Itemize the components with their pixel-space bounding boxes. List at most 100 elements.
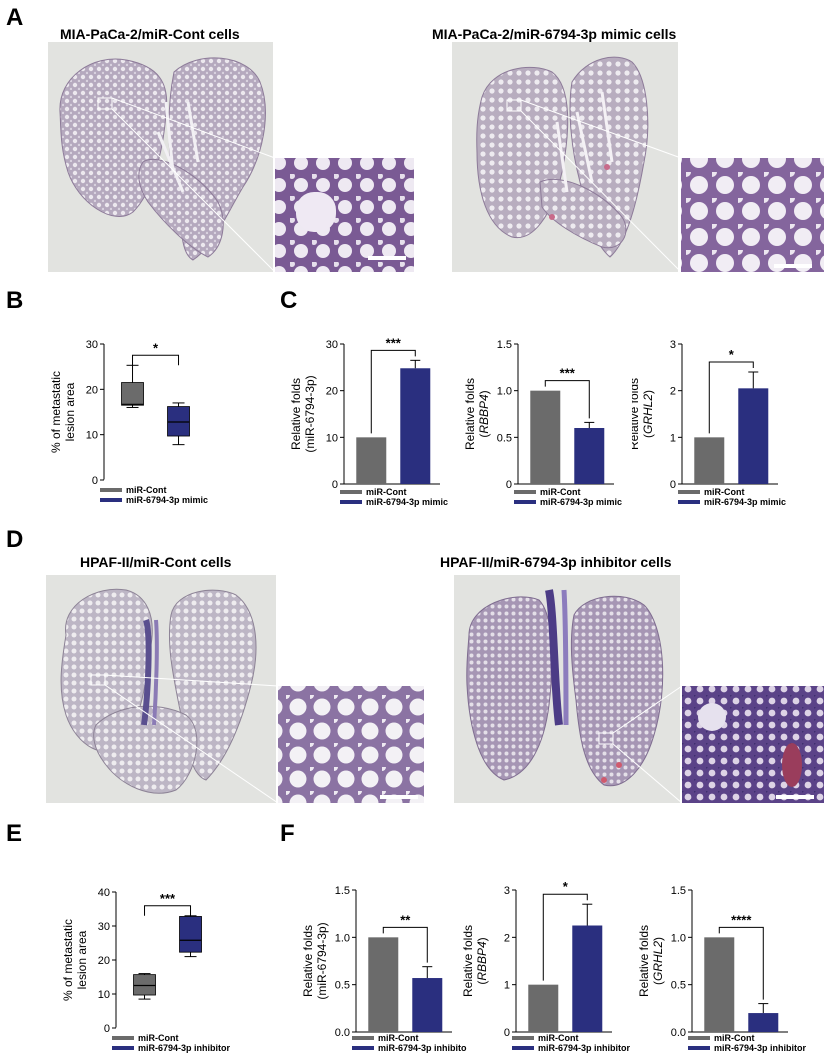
legend-label: miR-Cont: [538, 1033, 579, 1043]
panel-label-b: B: [6, 287, 24, 314]
y-tick-label: 2: [504, 932, 510, 944]
panel-d-right-title: HPAF-II/miR-6794-3p inhibitor cells: [440, 554, 672, 570]
y-tick-label: 20: [98, 955, 110, 967]
y-axis-label: Relative folds: [463, 378, 477, 450]
y-axis-label: Relative folds: [289, 378, 303, 450]
legend-label: miR-6794-3p inhibitor: [378, 1043, 467, 1053]
bar-control: [530, 390, 561, 484]
legend-label: miR-Cont: [378, 1033, 419, 1043]
legend-swatch: [688, 1046, 710, 1050]
panel-label-c: C: [280, 287, 298, 314]
y-tick-label: 0.5: [335, 980, 350, 992]
panel-d-left-title: HPAF-II/miR-Cont cells: [80, 554, 232, 570]
significance-bracket: [144, 905, 192, 916]
legend-swatch: [678, 490, 700, 494]
legend-label: miR-Cont: [126, 485, 167, 495]
y-axis-label: (GRHL2): [651, 937, 665, 985]
legend-swatch: [512, 1036, 534, 1040]
legend-label: miR-6794-3p inhibitor: [538, 1043, 631, 1053]
panel-label-e: E: [6, 820, 23, 847]
legend-swatch: [112, 1036, 134, 1040]
y-tick-label: 3: [670, 339, 676, 351]
significance-bracket: [542, 893, 588, 981]
significance-marker: *: [563, 879, 569, 894]
chart-c2: Relative folds (RBBP4) 0 0.5 1.0 1.5 *** miR-Co…: [463, 339, 622, 507]
chart-e: % of metastatic lesion area 0 10 20 30 40 *** mi…: [61, 887, 231, 1053]
significance-marker: ***: [386, 335, 402, 350]
chart-b: % of metastatic lesion area 0 10 20 30 * miR-Co…: [49, 339, 208, 505]
legend-swatch: [112, 1046, 134, 1050]
bar-control: [694, 437, 725, 484]
legend-label: miR-6794-3p mimic: [126, 495, 208, 505]
box-control: [121, 382, 144, 406]
y-axis-label: (miR-6794-3p): [315, 922, 329, 999]
legend-swatch: [100, 498, 122, 502]
y-tick-label: 2: [670, 386, 676, 398]
y-tick-label: 1.5: [671, 885, 686, 897]
bar-treatment: [748, 1013, 779, 1032]
y-tick-label: 1.0: [497, 386, 512, 398]
y-tick-label: 0: [92, 475, 98, 487]
y-tick-label: 10: [326, 432, 338, 444]
y-tick-label: 1.5: [497, 339, 512, 351]
legend-label: miR-6794-3p mimic: [366, 497, 448, 507]
y-axis-label: (RBBP4): [475, 937, 489, 984]
y-axis-label: lesion area: [63, 382, 77, 441]
chart-f1: Relative folds (miR-6794-3p) 0.0 0.5 1.0 1.5 *…: [301, 885, 467, 1053]
y-tick-label: 0: [104, 1023, 110, 1035]
legend-swatch: [352, 1036, 374, 1040]
y-axis-label: Relative folds: [632, 378, 641, 450]
y-axis-label: % of metastatic: [61, 919, 75, 1001]
y-tick-label: 20: [86, 384, 98, 396]
legend-swatch: [514, 490, 536, 494]
legend-label: miR-Cont: [540, 487, 581, 497]
panel-label-a: A: [6, 4, 24, 31]
y-axis-label: (miR-6794-3p): [303, 375, 317, 452]
y-tick-label: 20: [326, 386, 338, 398]
significance-bracket: [544, 380, 590, 419]
y-tick-label: 1.0: [671, 932, 686, 944]
y-axis-label: lesion area: [75, 930, 89, 989]
significance-bracket: [382, 926, 428, 963]
bar-control: [528, 984, 559, 1032]
significance-marker: *: [153, 340, 159, 355]
panel-a-left-title: MIA-PaCa-2/miR-Cont cells: [60, 26, 240, 42]
legend-label: miR-6794-3p mimic: [540, 497, 622, 507]
y-tick-label: 30: [326, 339, 338, 351]
legend-swatch: [352, 1046, 374, 1050]
y-axis-label: Relative folds: [461, 925, 475, 997]
y-tick-label: 30: [86, 339, 98, 351]
y-tick-label: 3: [504, 885, 510, 897]
panel-a-right-title: MIA-PaCa-2/miR-6794-3p mimic cells: [432, 26, 677, 42]
y-tick-label: 40: [98, 887, 110, 899]
bar-treatment: [400, 368, 431, 484]
legend-label: miR-Cont: [704, 487, 745, 497]
y-tick-label: 0: [504, 1027, 510, 1039]
significance-bracket: [708, 361, 754, 434]
bar-treatment: [412, 978, 443, 1032]
chart-f3: Relative folds (GRHL2) 0.0 0.5 1.0 1.5 **** miR…: [637, 885, 807, 1053]
legend-label: miR-6794-3p inhibitor: [714, 1043, 807, 1053]
y-axis-label: % of metastatic: [49, 371, 63, 453]
y-axis-label: (GRHL2): [641, 390, 655, 438]
y-tick-label: 0: [332, 479, 338, 491]
y-tick-label: 10: [98, 989, 110, 1001]
legend-swatch: [100, 488, 122, 492]
bar-control: [356, 437, 387, 484]
y-tick-label: 30: [98, 921, 110, 933]
legend-swatch: [512, 1046, 534, 1050]
histology-a-left: [48, 42, 414, 273]
legend-label: miR-Cont: [138, 1033, 179, 1043]
y-tick-label: 10: [86, 430, 98, 442]
y-tick-label: 0.5: [497, 432, 512, 444]
legend-swatch: [678, 500, 700, 504]
box-treatment: [179, 916, 202, 953]
bar-treatment: [572, 925, 603, 1032]
significance-bracket: [718, 926, 764, 1000]
y-axis-label: Relative folds: [301, 925, 315, 997]
box-treatment: [167, 406, 190, 437]
bar-control: [704, 937, 735, 1032]
y-tick-label: 1.0: [335, 932, 350, 944]
histology-d-left: [46, 575, 424, 804]
histology-d-right: [454, 575, 824, 804]
